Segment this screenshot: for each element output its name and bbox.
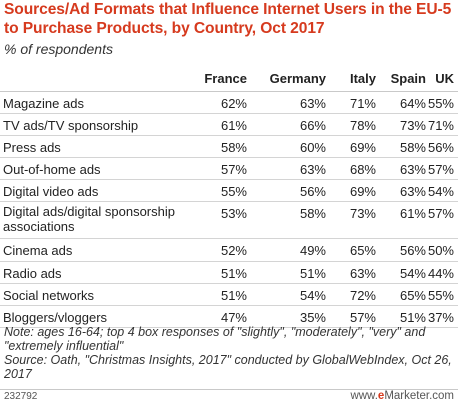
chart-subtitle: % of respondents (4, 41, 113, 57)
table-cell: 61% (399, 206, 426, 221)
table-cell: 73% (399, 118, 426, 133)
table-cell: 66% (299, 118, 326, 133)
table-cell: 52% (220, 243, 247, 258)
table-cell: 57% (349, 310, 376, 325)
table-cell: 65% (399, 288, 426, 303)
table-cell: 73% (349, 206, 376, 221)
table-row: Radio ads 51% 51% 63% 54% 44% (0, 262, 458, 284)
table-cell: 56% (427, 140, 454, 155)
chart-notes: Note: ages 16-64; top 4 box responses of… (4, 325, 454, 381)
table-cell: 63% (299, 162, 326, 177)
table-cell: 71% (427, 118, 454, 133)
table-cell: 58% (299, 206, 326, 221)
table-cell: 47% (220, 310, 247, 325)
table-cell: 60% (299, 140, 326, 155)
table-cell: 54% (427, 184, 454, 199)
table-cell: 57% (427, 162, 454, 177)
table-cell: 55% (427, 288, 454, 303)
table-row: Bloggers/vloggers 47% 35% 57% 51% 37% (0, 306, 458, 328)
site-prefix: www. (350, 390, 378, 402)
table-cell: 69% (349, 140, 376, 155)
table-cell: 68% (349, 162, 376, 177)
table-cell: 62% (220, 96, 247, 111)
note-text: Note: ages 16-64; top 4 box responses of… (4, 325, 426, 353)
table-cell: 61% (220, 118, 247, 133)
table-cell: 51% (220, 266, 247, 281)
table-cell: 65% (349, 243, 376, 258)
row-label: TV ads/TV sponsorship (3, 118, 139, 133)
chart-title: Sources/Ad Formats that Influence Intern… (4, 1, 452, 37)
table-cell: 63% (349, 266, 376, 281)
site-brand: e (377, 390, 385, 402)
source-text: Source: Oath, "Christmas Insights, 2017"… (4, 353, 452, 381)
table-cell: 63% (399, 184, 426, 199)
table-cell: 78% (349, 118, 376, 133)
table-row: Out-of-home ads 57% 63% 68% 63% 57% (0, 158, 458, 180)
table-cell: 57% (220, 162, 247, 177)
table-cell: 49% (299, 243, 326, 258)
table-cell: 56% (399, 243, 426, 258)
table-row: TV ads/TV sponsorship 61% 66% 78% 73% 71% (0, 114, 458, 136)
table-body: Magazine ads 62% 63% 71% 64% 55% TV ads/TV spo… (0, 92, 458, 328)
table-cell: 44% (427, 266, 454, 281)
column-header: Spain (390, 71, 426, 86)
table-row: Cinema ads 52% 49% 65% 56% 50% (0, 239, 458, 262)
row-label: Digital ads/digital sponsorship associat… (3, 204, 175, 234)
table-cell: 57% (427, 206, 454, 221)
table-cell: 54% (399, 266, 426, 281)
table-cell: 63% (399, 162, 426, 177)
table-cell: 58% (399, 140, 426, 155)
row-label: Digital video ads (3, 184, 99, 199)
table-row: Digital ads/digital sponsorship associat… (0, 202, 458, 239)
table-row: Press ads 58% 60% 69% 58% 56% (0, 136, 458, 158)
table-row: Digital video ads 55% 56% 69% 63% 54% (0, 180, 458, 202)
row-label: Magazine ads (3, 96, 84, 111)
table-cell: 71% (349, 96, 376, 111)
row-label: Out-of-home ads (3, 162, 101, 177)
row-label: Radio ads (3, 266, 62, 281)
row-label: Press ads (3, 140, 61, 155)
emarketer-logo: www.eMarketer.com (350, 390, 454, 402)
table-cell: 56% (299, 184, 326, 199)
table-cell: 55% (220, 184, 247, 199)
row-label: Social networks (3, 288, 95, 303)
table-cell: 53% (220, 206, 247, 221)
table-cell: 51% (299, 266, 326, 281)
table-cell: 55% (427, 96, 454, 111)
table-cell: 51% (220, 288, 247, 303)
table-cell: 50% (427, 243, 454, 258)
column-header: Germany (269, 71, 326, 86)
table-cell: 58% (220, 140, 247, 155)
row-label: Bloggers/vloggers (3, 310, 108, 325)
table-cell: 64% (399, 96, 426, 111)
column-header: UK (435, 71, 454, 86)
column-header: Italy (349, 71, 376, 86)
table-cell: 69% (349, 184, 376, 199)
table-header: France Germany Italy Spain UK (0, 64, 458, 92)
table-cell: 35% (299, 310, 326, 325)
table-cell: 37% (427, 310, 454, 325)
table-row: Magazine ads 62% 63% 71% 64% 55% (0, 92, 458, 114)
footer-divider (0, 389, 458, 390)
table-cell: 54% (299, 288, 326, 303)
table-cell: 72% (349, 288, 376, 303)
chart-id: 232792 (4, 391, 38, 402)
column-header: France (204, 71, 247, 86)
data-table: France Germany Italy Spain UK Magazine a… (0, 64, 458, 328)
table-cell: 63% (299, 96, 326, 111)
table-row: Social networks 51% 54% 72% 65% 55% (0, 284, 458, 306)
site-suffix: Marketer.com (384, 390, 454, 402)
row-label: Cinema ads (3, 243, 73, 258)
table-cell: 51% (399, 310, 426, 325)
